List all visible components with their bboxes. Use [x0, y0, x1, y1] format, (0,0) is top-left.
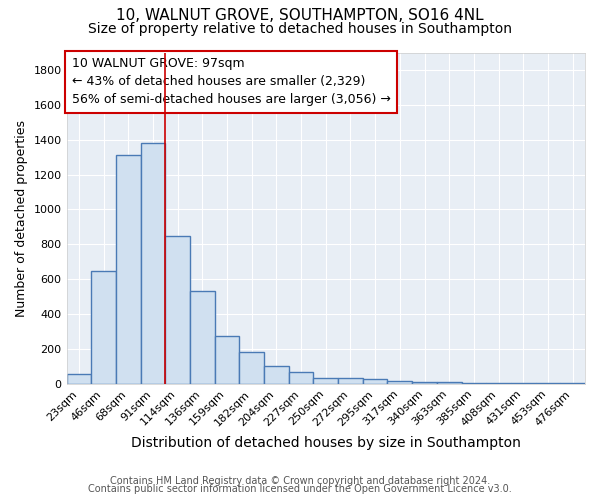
- Bar: [461, 383, 486, 384]
- Text: Contains public sector information licensed under the Open Government Licence v3: Contains public sector information licen…: [88, 484, 512, 494]
- X-axis label: Distribution of detached houses by size in Southampton: Distribution of detached houses by size …: [131, 436, 521, 450]
- Bar: [91, 272, 116, 384]
- Bar: [412, 382, 437, 384]
- Text: 10, WALNUT GROVE, SOUTHAMPTON, SO16 4NL: 10, WALNUT GROVE, SOUTHAMPTON, SO16 4NL: [116, 8, 484, 22]
- Bar: [239, 352, 264, 384]
- Bar: [289, 372, 313, 384]
- Bar: [338, 378, 363, 384]
- Bar: [388, 380, 412, 384]
- Text: Contains HM Land Registry data © Crown copyright and database right 2024.: Contains HM Land Registry data © Crown c…: [110, 476, 490, 486]
- Bar: [264, 366, 289, 384]
- Bar: [215, 336, 239, 384]
- Bar: [140, 143, 165, 384]
- Bar: [437, 382, 461, 384]
- Y-axis label: Number of detached properties: Number of detached properties: [15, 120, 28, 316]
- Text: Size of property relative to detached houses in Southampton: Size of property relative to detached ho…: [88, 22, 512, 36]
- Bar: [67, 374, 91, 384]
- Bar: [313, 378, 338, 384]
- Bar: [363, 380, 388, 384]
- Bar: [190, 292, 215, 384]
- Bar: [165, 236, 190, 384]
- Text: 10 WALNUT GROVE: 97sqm
← 43% of detached houses are smaller (2,329)
56% of semi-: 10 WALNUT GROVE: 97sqm ← 43% of detached…: [72, 58, 391, 106]
- Bar: [116, 156, 140, 384]
